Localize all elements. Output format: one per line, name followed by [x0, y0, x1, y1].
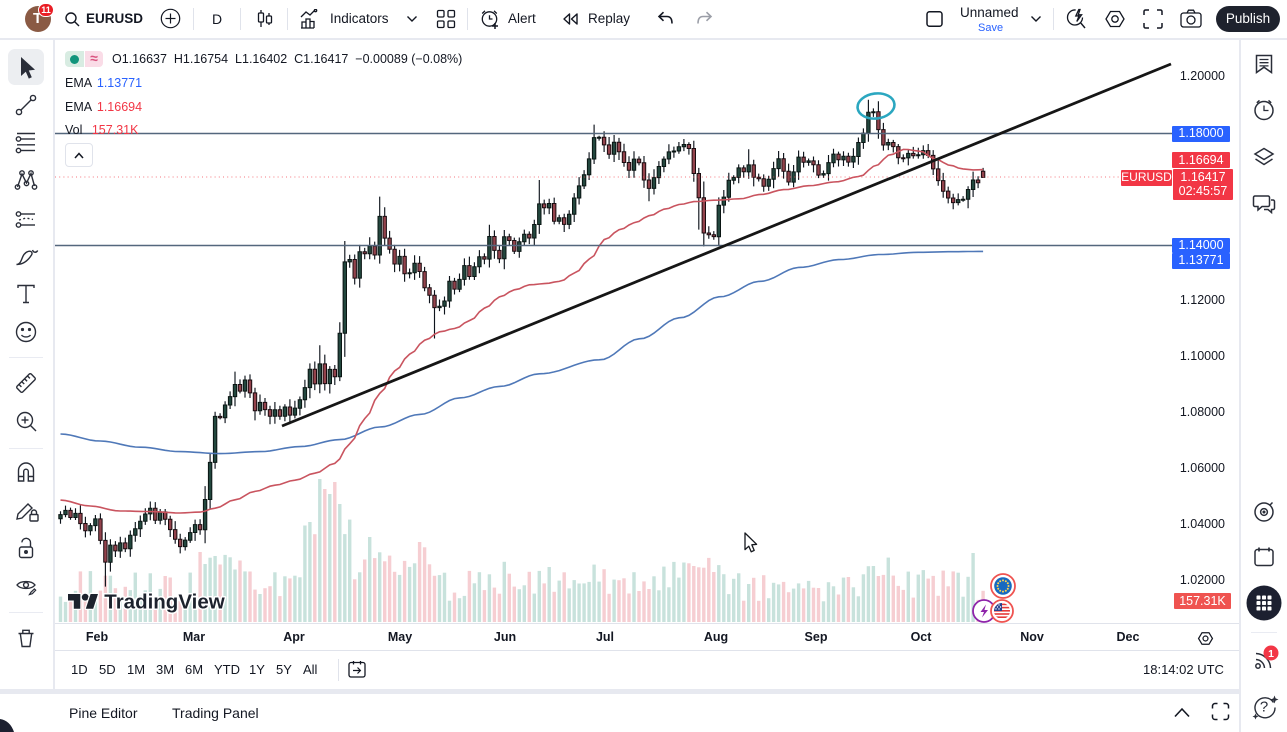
svg-text:1: 1	[1268, 648, 1274, 660]
svg-text:?: ?	[1260, 699, 1268, 716]
svg-text:TradingView: TradingView	[104, 591, 224, 614]
